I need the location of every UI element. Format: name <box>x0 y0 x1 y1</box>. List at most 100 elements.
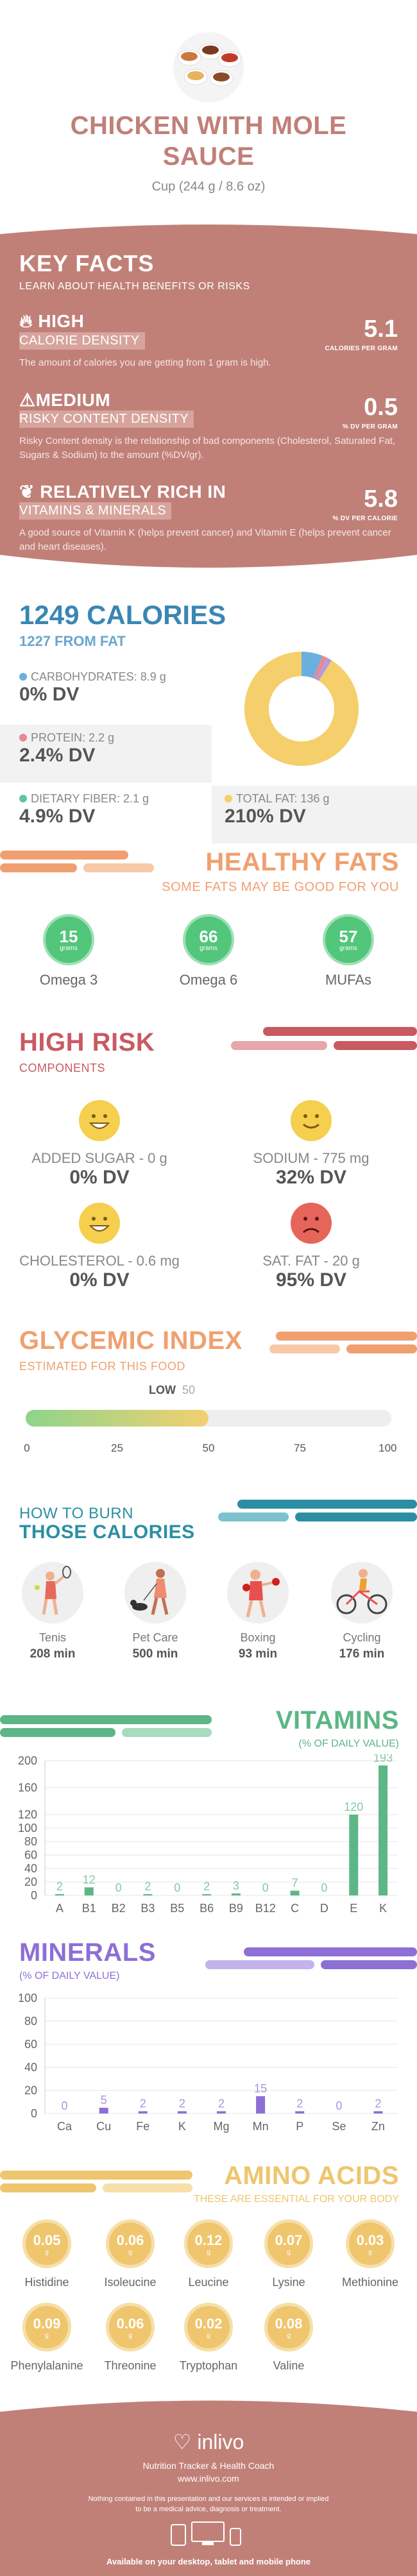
risk-name: SAT. FAT - 20 g <box>262 1253 360 1269</box>
amino-section: AMINO ACIDS THESE ARE ESSENTIAL FOR YOUR… <box>0 2149 417 2399</box>
activity-minutes: 176 min <box>339 1647 385 1661</box>
activity-tennis: Tenis 208 min <box>8 1562 98 1661</box>
x-tick-label: B12 <box>255 1902 276 1915</box>
bar-K <box>177 2111 187 2114</box>
activity-minutes: 93 min <box>238 1647 278 1661</box>
macro-carbohydrates: CARBOHYDRATES: 8.9 g 0% DV <box>19 670 166 706</box>
amino-item: 0.06 g Threonine <box>89 2303 172 2373</box>
footer-tagline: Nutrition Tracker & Health Coach <box>142 2461 275 2471</box>
amino-name: Lysine <box>272 2276 305 2289</box>
footer-url[interactable]: www.inlivo.com <box>178 2473 239 2484</box>
calories-subtitle: 1227 FROM FAT <box>19 633 126 649</box>
disclaimer-line-1: Nothing contained in this presentation a… <box>88 2495 329 2503</box>
y-tick-label: 160 <box>18 1781 37 1794</box>
legend-dot <box>225 795 232 802</box>
glycemic-reading: LOW 50 <box>149 1384 195 1397</box>
risk-dv: 32% DV <box>275 1167 347 1188</box>
glycemic-track <box>26 1410 391 1427</box>
macro-dv: 4.9% DV <box>19 806 96 827</box>
risk-dv: 0% DV <box>69 1167 130 1188</box>
macro-dv: 0% DV <box>19 684 80 705</box>
calories-title: 1249 CALORIES <box>19 600 226 630</box>
amino-value: 0.06 <box>116 2315 144 2332</box>
amino-unit: g <box>287 2248 291 2256</box>
fact-value: 5.1 <box>364 316 398 343</box>
heart-logo-icon: ♡ <box>173 2430 192 2453</box>
bar-K <box>379 1765 388 1895</box>
x-tick-label: E <box>350 1902 357 1915</box>
disclaimer-line-2: to be a medical advice, diagnosis or tre… <box>135 2505 282 2513</box>
fact-value: 0.5 <box>364 394 398 421</box>
glycemic-level: LOW <box>149 1384 176 1396</box>
x-tick-label: Fe <box>136 2120 149 2133</box>
x-tick-label: A <box>56 1902 64 1915</box>
y-tick-label: 0 <box>31 2107 37 2120</box>
bar-B1 <box>84 1887 94 1895</box>
amino-name: Threonine <box>104 2359 157 2372</box>
title-line-1: CHICKEN WITH MOLE <box>70 112 347 140</box>
fat-name: Omega 6 <box>179 972 238 988</box>
amino-item: 0.02 g Tryptophan <box>167 2303 250 2373</box>
y-tick-label: 60 <box>24 2038 37 2051</box>
bar-value-label: 0 <box>115 1881 122 1894</box>
bar-value-label: 120 <box>344 1801 363 1813</box>
glycemic-subtitle: ESTIMATED FOR THIS FOOD <box>19 1360 185 1373</box>
macro-fiber: DIETARY FIBER: 2.1 g 4.9% DV <box>19 792 149 827</box>
bar-value-label: 3 <box>233 1879 239 1892</box>
amino-name: Histidine <box>24 2276 69 2289</box>
bar-A <box>55 1894 64 1895</box>
vitamins-bar-chart: 0204060801001201602002A12B10B22B30B52B63… <box>18 1754 398 1915</box>
chart-body: 0 20 40 60 80 100 0 Ca 5 Cu 2 Fe 2 K 2 Mg 15 Mn 2 P 0 Se 2 Zn <box>18 1992 398 2133</box>
amino-item: 0.06 g Isoleucine <box>89 2219 172 2289</box>
decorative-stripes <box>0 1715 212 1737</box>
bar-Mn <box>256 2096 266 2114</box>
smile-face-icon <box>291 1100 332 1141</box>
macro-donut-chart <box>244 652 359 766</box>
x-tick-label: K <box>178 2120 186 2133</box>
bar-value-label: 2 <box>218 2097 225 2110</box>
fact-description: Risky Content density is the relationshi… <box>19 436 396 461</box>
macro-dv: 2.4% DV <box>19 745 96 766</box>
bar-value-label: 5 <box>101 2094 107 2106</box>
x-tick-label: B9 <box>229 1902 243 1915</box>
x-tick-label: B5 <box>170 1902 184 1915</box>
amino-circle: 0.02 g <box>184 2303 233 2351</box>
decorative-stripes <box>205 1947 417 1969</box>
fat-name: Omega 3 <box>39 972 98 988</box>
fact-level: MEDIUM <box>35 390 111 410</box>
food-bowls-icon <box>173 32 244 103</box>
footer-background <box>0 2400 417 2576</box>
fats-subtitle: SOME FATS MAY BE GOOD FOR YOU <box>162 880 399 894</box>
bar-B9 <box>231 1893 241 1895</box>
tick-label: 0 <box>24 1442 30 1454</box>
calories-section: 1249 CALORIES 1227 FROM FAT CARBOHYDRATE… <box>0 593 417 843</box>
amino-value: 0.02 <box>194 2315 223 2332</box>
footer: ♡ inlivo Nutrition Tracker & Health Coac… <box>0 2399 417 2576</box>
amino-value: 0.05 <box>33 2232 61 2248</box>
grin-face-icon <box>79 1203 120 1244</box>
amino-name: Isoleucine <box>104 2276 157 2289</box>
bar-value-label: 12 <box>83 1873 96 1886</box>
macro-dv: 210% DV <box>225 806 306 827</box>
activity-name: Cycling <box>343 1631 381 1644</box>
risk-dv: 0% DV <box>69 1269 130 1291</box>
glycemic-fill <box>26 1410 208 1427</box>
bar-value-label: 2 <box>56 1880 63 1893</box>
fat-circle: 57 grams <box>323 914 374 965</box>
amino-item: 0.12 g Leucine <box>167 2219 250 2289</box>
amino-unit: g <box>287 2332 291 2339</box>
y-tick-label: 80 <box>24 2015 37 2028</box>
macro-fat-bg <box>212 786 417 843</box>
available-text: Available on your desktop, tablet and mo… <box>106 2557 311 2566</box>
fact-unit: % DV PER CALORIE <box>332 515 398 522</box>
y-tick-label: 40 <box>24 1862 37 1875</box>
fact-label: RISKY CONTENT DENSITY <box>19 411 194 428</box>
x-tick-label: B1 <box>82 1902 96 1915</box>
amino-value: 0.08 <box>275 2315 303 2332</box>
bar-B6 <box>202 1894 212 1895</box>
footer-brand[interactable]: ♡ inlivo <box>0 2430 417 2454</box>
high-risk-section: HIGH RISK COMPONENTS ADDED SUGAR - 0 g 0… <box>0 1017 417 1299</box>
page-title: CHICKEN WITH MOLE SAUCE <box>0 110 417 172</box>
x-tick-label: B2 <box>112 1902 126 1915</box>
fact-description: A good source of Vitamin K (helps preven… <box>19 527 391 552</box>
